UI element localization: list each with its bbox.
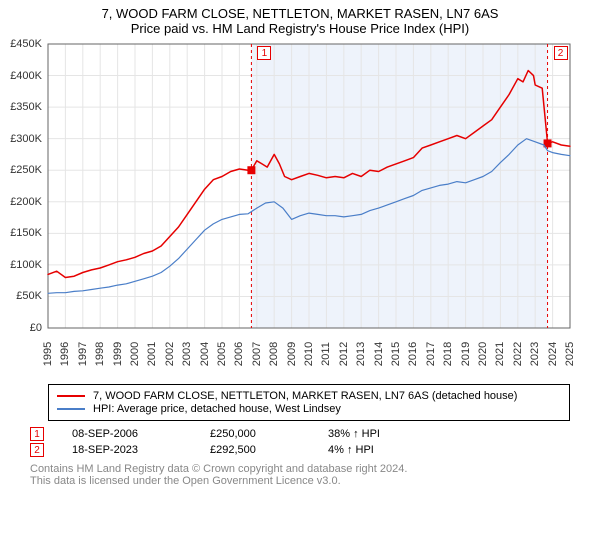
y-axis-label: £300K: [0, 133, 42, 145]
sale-row: 2 18-SEP-2023 £292,500 4% ↑ HPI: [30, 443, 600, 457]
sale-price: £250,000: [210, 428, 300, 440]
x-axis-label: 2003: [181, 342, 193, 366]
x-axis-label: 2004: [199, 342, 211, 366]
sale-row: 1 08-SEP-2006 £250,000 38% ↑ HPI: [30, 427, 600, 441]
x-axis-label: 2006: [233, 342, 245, 366]
sale-date: 08-SEP-2006: [72, 428, 182, 440]
x-axis-label: 2023: [529, 342, 541, 366]
legend-label: 7, WOOD FARM CLOSE, NETTLETON, MARKET RA…: [93, 390, 517, 402]
legend-item: 7, WOOD FARM CLOSE, NETTLETON, MARKET RA…: [57, 390, 561, 402]
x-axis-label: 2020: [477, 342, 489, 366]
title-line1: 7, WOOD FARM CLOSE, NETTLETON, MARKET RA…: [0, 6, 600, 21]
sale-marker-icon: 1: [30, 427, 44, 441]
x-axis-label: 2021: [494, 342, 506, 366]
y-axis-label: £50K: [0, 290, 42, 302]
x-axis-label: 1997: [77, 342, 89, 366]
x-axis-label: 2025: [564, 342, 576, 366]
legend-item: HPI: Average price, detached house, West…: [57, 403, 561, 415]
x-axis-label: 2011: [320, 342, 332, 366]
x-axis-label: 2002: [164, 342, 176, 366]
y-axis-label: £350K: [0, 101, 42, 113]
sales-table: 1 08-SEP-2006 £250,000 38% ↑ HPI 2 18-SEP-202…: [30, 427, 600, 457]
x-axis-label: 2015: [390, 342, 402, 366]
x-axis-label: 2007: [251, 342, 263, 366]
footer-line2: This data is licensed under the Open Gov…: [30, 475, 600, 487]
sale-marker-box: 1: [257, 46, 271, 60]
x-axis-label: 2009: [286, 342, 298, 366]
footer-line1: Contains HM Land Registry data © Crown c…: [30, 463, 600, 475]
sale-hpi: 38% ↑ HPI: [328, 428, 380, 440]
x-axis-label: 1998: [94, 342, 106, 366]
y-axis-label: £400K: [0, 70, 42, 82]
y-axis-label: £200K: [0, 196, 42, 208]
x-axis-label: 2013: [355, 342, 367, 366]
x-axis-label: 2012: [338, 342, 350, 366]
x-axis-label: 1999: [112, 342, 124, 366]
y-axis-label: £150K: [0, 227, 42, 239]
x-axis-label: 2024: [547, 342, 559, 366]
chart-svg: [0, 36, 600, 376]
sale-marker-icon: 2: [30, 443, 44, 457]
sale-date: 18-SEP-2023: [72, 444, 182, 456]
x-axis-label: 1995: [42, 342, 54, 366]
x-axis-label: 2008: [268, 342, 280, 366]
y-axis-label: £0: [0, 322, 42, 334]
x-axis-label: 2022: [512, 342, 524, 366]
legend-swatch: [57, 408, 85, 410]
footer: Contains HM Land Registry data © Crown c…: [30, 463, 600, 487]
sale-hpi: 4% ↑ HPI: [328, 444, 374, 456]
x-axis-label: 2014: [373, 342, 385, 366]
y-axis-label: £250K: [0, 164, 42, 176]
title-line2: Price paid vs. HM Land Registry's House …: [0, 21, 600, 36]
x-axis-label: 2017: [425, 342, 437, 366]
legend-swatch: [57, 395, 85, 397]
x-axis-label: 2010: [303, 342, 315, 366]
sale-price: £292,500: [210, 444, 300, 456]
legend: 7, WOOD FARM CLOSE, NETTLETON, MARKET RA…: [48, 384, 570, 421]
x-axis-label: 2001: [146, 342, 158, 366]
y-axis-label: £100K: [0, 259, 42, 271]
x-axis-label: 2019: [460, 342, 472, 366]
sale-marker-box: 2: [554, 46, 568, 60]
legend-label: HPI: Average price, detached house, West…: [93, 403, 341, 415]
x-axis-label: 2000: [129, 342, 141, 366]
x-axis-label: 1996: [59, 342, 71, 366]
y-axis-label: £450K: [0, 38, 42, 50]
x-axis-label: 2018: [442, 342, 454, 366]
chart-area: £0 £50K £100K £150K £200K £250K £300K £350K £400…: [0, 36, 600, 376]
chart-title: 7, WOOD FARM CLOSE, NETTLETON, MARKET RA…: [0, 0, 600, 36]
x-axis-label: 2016: [407, 342, 419, 366]
x-axis-label: 2005: [216, 342, 228, 366]
